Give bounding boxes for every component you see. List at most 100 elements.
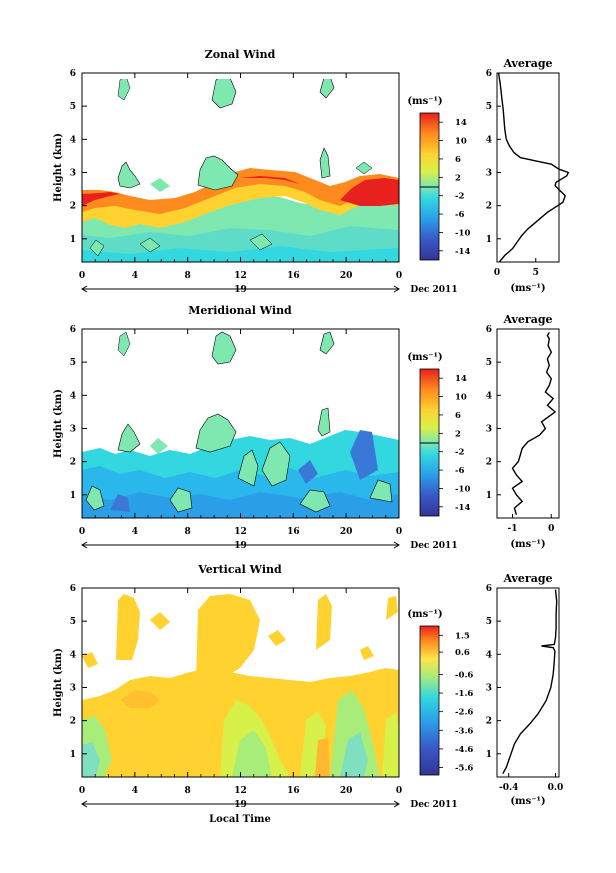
zonal-profile-xtick-label: 0 [494,268,500,278]
vertical-month-label: Dec 2011 [410,800,457,810]
meridional-xtick-label: 16 [287,527,300,537]
meridional-xtick-label: 20 [340,527,353,537]
vertical-ytick-label: 5 [70,617,76,627]
zonal-ytick-label: 4 [70,135,76,145]
zonal-colorbar-tick-label: -6 [455,210,465,220]
zonal-title: Zonal Wind [205,48,276,61]
meridional-xtick-label: 12 [234,527,247,537]
zonal-colorbar-tick-label: 14 [455,118,467,128]
meridional-day-arrow-left [81,541,88,549]
vertical-day-label: 19 [234,800,247,810]
zonal-month-label: Dec 2011 [410,285,457,295]
zonal-profile-line [497,72,570,263]
vertical-xtick-label: 8 [185,786,191,796]
meridional-colorbar-tick-label: 10 [455,393,467,403]
meridional-profile-title: Average [502,313,552,326]
meridional-profile-line [511,331,557,515]
meridional-xtick-label: 8 [185,527,191,537]
vertical-colorbar-unit: (ms⁻¹) [407,609,442,620]
zonal-xtick-label: 20 [340,271,353,281]
zonal-colorbar-tick-label: 10 [455,137,467,147]
zonal-heatmap [82,73,399,262]
zonal-day-arrow-right [393,285,400,293]
vertical-ytick-label: 3 [70,683,76,693]
vertical-profile-frame [496,587,560,778]
vertical-heatmap [82,594,399,777]
zonal-profile-frame [496,72,560,263]
meridional-colorbar-tick-label: -6 [455,466,465,476]
meridional-colorbar-tick-label: 6 [455,411,461,421]
zonal-colorbar-unit: (ms⁻¹) [407,96,442,107]
meridional-colorbar-tick-label: 2 [455,429,461,439]
vertical-profile-ytick-label: 5 [486,617,492,627]
meridional-xtick-label: 0 [79,527,85,537]
meridional-title: Meridional Wind [188,304,292,317]
zonal-xtick-label: 16 [287,271,300,281]
zonal-xtick-label: 0 [79,271,85,281]
meridional-profile-ytick-label: 1 [486,491,492,501]
meridional-ytick-label: 4 [70,391,76,401]
meridional-profile-frame [496,328,560,519]
vertical-xtick-label: 16 [287,786,300,796]
vertical-colorbar-tick-label: -2.6 [455,708,473,718]
zonal-ytick-label: 3 [70,168,76,178]
zonal-day-label: 19 [234,285,247,295]
vertical-colorbar-tick-label: 1.5 [455,631,470,641]
vertical-day-arrow-left [81,800,88,808]
zonal-profile-ytick-label: 3 [486,168,492,178]
meridional-profile-xtick-label: 0 [548,524,554,534]
vertical-colorbar-tick-label: -4.6 [455,745,473,755]
meridional-profile-unit: (ms⁻¹) [510,539,545,550]
zonal-profile-ytick-label: 5 [486,102,492,112]
zonal-profile-ytick-label: 4 [486,135,492,145]
vertical-xtick-label: 20 [340,786,353,796]
meridional-profile-ytick-label: 2 [486,458,492,468]
meridional-profile-ytick-label: 3 [486,424,492,434]
meridional-ytick-label: 3 [70,424,76,434]
zonal-colorbar-tick-label: -10 [455,228,470,238]
meridional-profile-xtick-label: -1 [508,524,518,534]
meridional-day-arrow-right [393,541,400,549]
meridional-colorbar-tick-label: 14 [455,374,467,384]
vertical-profile-xtick-label: 0.0 [548,783,564,793]
vertical-xtick-label: 0 [79,786,85,796]
vertical-profile-ytick-label: 4 [486,650,492,660]
zonal-day-arrow-left [81,285,88,293]
meridional-profile-ytick-label: 6 [486,325,492,335]
meridional-profile-ytick-label: 4 [486,391,492,401]
vertical-title: Vertical Wind [197,563,282,576]
zonal-colorbar-tick-label: -14 [455,247,470,257]
meridional-ytick-label: 2 [70,458,76,468]
vertical-colorbar-tick-label: -5.6 [455,764,473,774]
vertical-profile-ytick-label: 6 [486,584,492,594]
meridional-xtick-label: 0 [396,527,402,537]
meridional-ylabel: Height (km) [53,389,64,458]
zonal-profile-unit: (ms⁻¹) [510,283,545,294]
vertical-colorbar-tick-label: -1.6 [455,689,473,699]
meridional-colorbar-tick-label: -14 [455,503,470,513]
meridional-day-label: 19 [234,541,247,551]
meridional-month-label: Dec 2011 [410,541,457,551]
zonal-ytick-label: 5 [70,102,76,112]
zonal-profile-ytick-label: 1 [486,235,492,245]
zonal-ytick-label: 1 [70,235,76,245]
zonal-xtick-label: 0 [396,271,402,281]
vertical-profile-xtick-label: -0.4 [499,783,518,793]
x-axis-label: Local Time [209,814,271,825]
vertical-ytick-label: 2 [70,717,76,727]
vertical-colorbar-tick-label: 0.6 [455,648,470,658]
vertical-ytick-label: 4 [70,650,76,660]
meridional-heatmap [82,331,399,518]
vertical-xtick-label: 0 [396,786,402,796]
vertical-profile-ytick-label: 1 [486,750,492,760]
vertical-xtick-label: 4 [132,786,138,796]
zonal-profile-xtick-label: 5 [533,268,539,278]
zonal-xtick-label: 4 [132,271,138,281]
vertical-xtick-label: 12 [234,786,247,796]
meridional-colorbar-tick-label: -2 [455,448,465,458]
zonal-xtick-label: 12 [234,271,247,281]
zonal-ylabel: Height (km) [53,133,64,202]
vertical-day-arrow-right [393,800,400,808]
meridional-colorbar-tick-label: -10 [455,484,470,494]
